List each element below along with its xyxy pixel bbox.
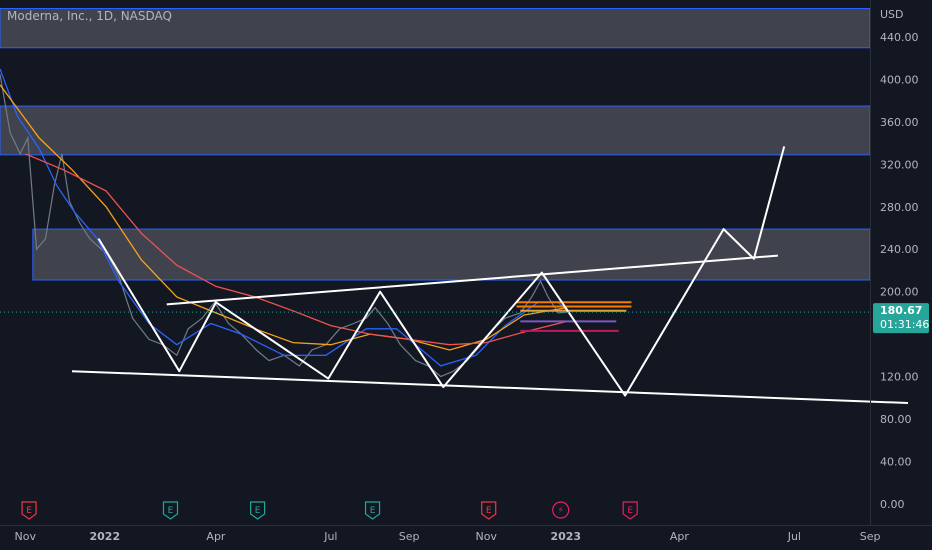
event-marker-label: ⚡ (558, 506, 564, 516)
price-tick-label: 360.00 (880, 116, 919, 129)
time-tick-label: 2023 (550, 530, 581, 543)
event-marker-badge (552, 501, 570, 519)
event-marker-earnings-beat: E (364, 501, 381, 520)
lower-trendline (71, 370, 909, 404)
last-price-value: 180.67 (880, 304, 922, 317)
moving-average-layer (0, 68, 568, 367)
event-marker-label: E (168, 506, 174, 516)
event-marker-label: E (627, 506, 633, 516)
time-tick-label: Nov (475, 530, 497, 543)
moving-average-3 (25, 153, 568, 346)
price-axis[interactable]: 440.00 400.00 360.00 320.00 280.00 240.00 200.… (880, 31, 919, 511)
event-marker-earnings-upcoming: E (622, 501, 638, 520)
event-marker-badge (21, 501, 37, 520)
time-tick-label: Apr (670, 530, 690, 543)
time-tick-label: Jul (323, 530, 337, 543)
horizontal-levels-layer (516, 301, 632, 332)
event-marker-badge (162, 501, 179, 520)
event-marker-dividend-split: ⚡ (552, 501, 570, 519)
price-tick-label: 120.00 (880, 371, 919, 384)
price-tick-label: 440.00 (880, 31, 919, 44)
time-tick-label: 2022 (90, 530, 121, 543)
time-tick-label: Apr (206, 530, 226, 543)
resistance-zone-1 (0, 7, 871, 49)
upper-trendline (166, 254, 778, 306)
time-axis[interactable]: Nov 2022 Apr Jul Sep Nov 2023 Apr Jul Sep (15, 530, 881, 543)
resistance-zone-2 (0, 105, 871, 156)
zones-layer (0, 7, 871, 281)
price-tick-label: 40.00 (880, 455, 912, 468)
last-price-badge-background (873, 303, 929, 334)
price-tick-label: 200.00 (880, 286, 919, 299)
price-tick-label: 240.00 (880, 243, 919, 256)
price-tick-label: 0.00 (880, 498, 905, 511)
event-marker-badge (364, 501, 381, 520)
event-marker-earnings-beat: E (250, 501, 266, 520)
event-marker-badge (622, 501, 638, 520)
event-marker-badge (250, 501, 266, 520)
event-marker-earnings-missed: E (21, 501, 37, 520)
price-tick-label: 320.00 (880, 158, 919, 171)
price-tick-label: 280.00 (880, 201, 919, 214)
last-price-badge: 180.67 01:31:46 (873, 303, 929, 334)
price-tick-label: 80.00 (880, 413, 912, 426)
event-markers-layer: E E E E E ⚡ E (21, 501, 638, 520)
last-price-countdown: 01:31:46 (880, 318, 929, 331)
event-marker-label: E (26, 506, 32, 516)
time-tick-label: Nov (15, 530, 37, 543)
moving-average-2 (0, 84, 568, 351)
moving-average-1 (0, 68, 568, 367)
chart-title: Moderna, Inc., 1D, NASDAQ (7, 9, 172, 23)
price-tick-label: 400.00 (880, 74, 919, 87)
event-marker-badge (481, 501, 497, 520)
drawings-layer (71, 146, 909, 404)
resistance-zone-3 (32, 228, 871, 281)
time-tick-label: Sep (399, 530, 420, 543)
event-marker-earnings-missed: E (481, 501, 497, 520)
event-marker-label: E (255, 506, 261, 516)
event-marker-earnings-beat: E (162, 501, 179, 520)
pattern-projection-path (97, 146, 786, 397)
currency-label: USD (880, 8, 904, 21)
event-marker-label: E (486, 506, 492, 516)
time-tick-label: Sep (860, 530, 881, 543)
event-marker-label: E (370, 506, 376, 516)
time-tick-label: Jul (787, 530, 801, 543)
